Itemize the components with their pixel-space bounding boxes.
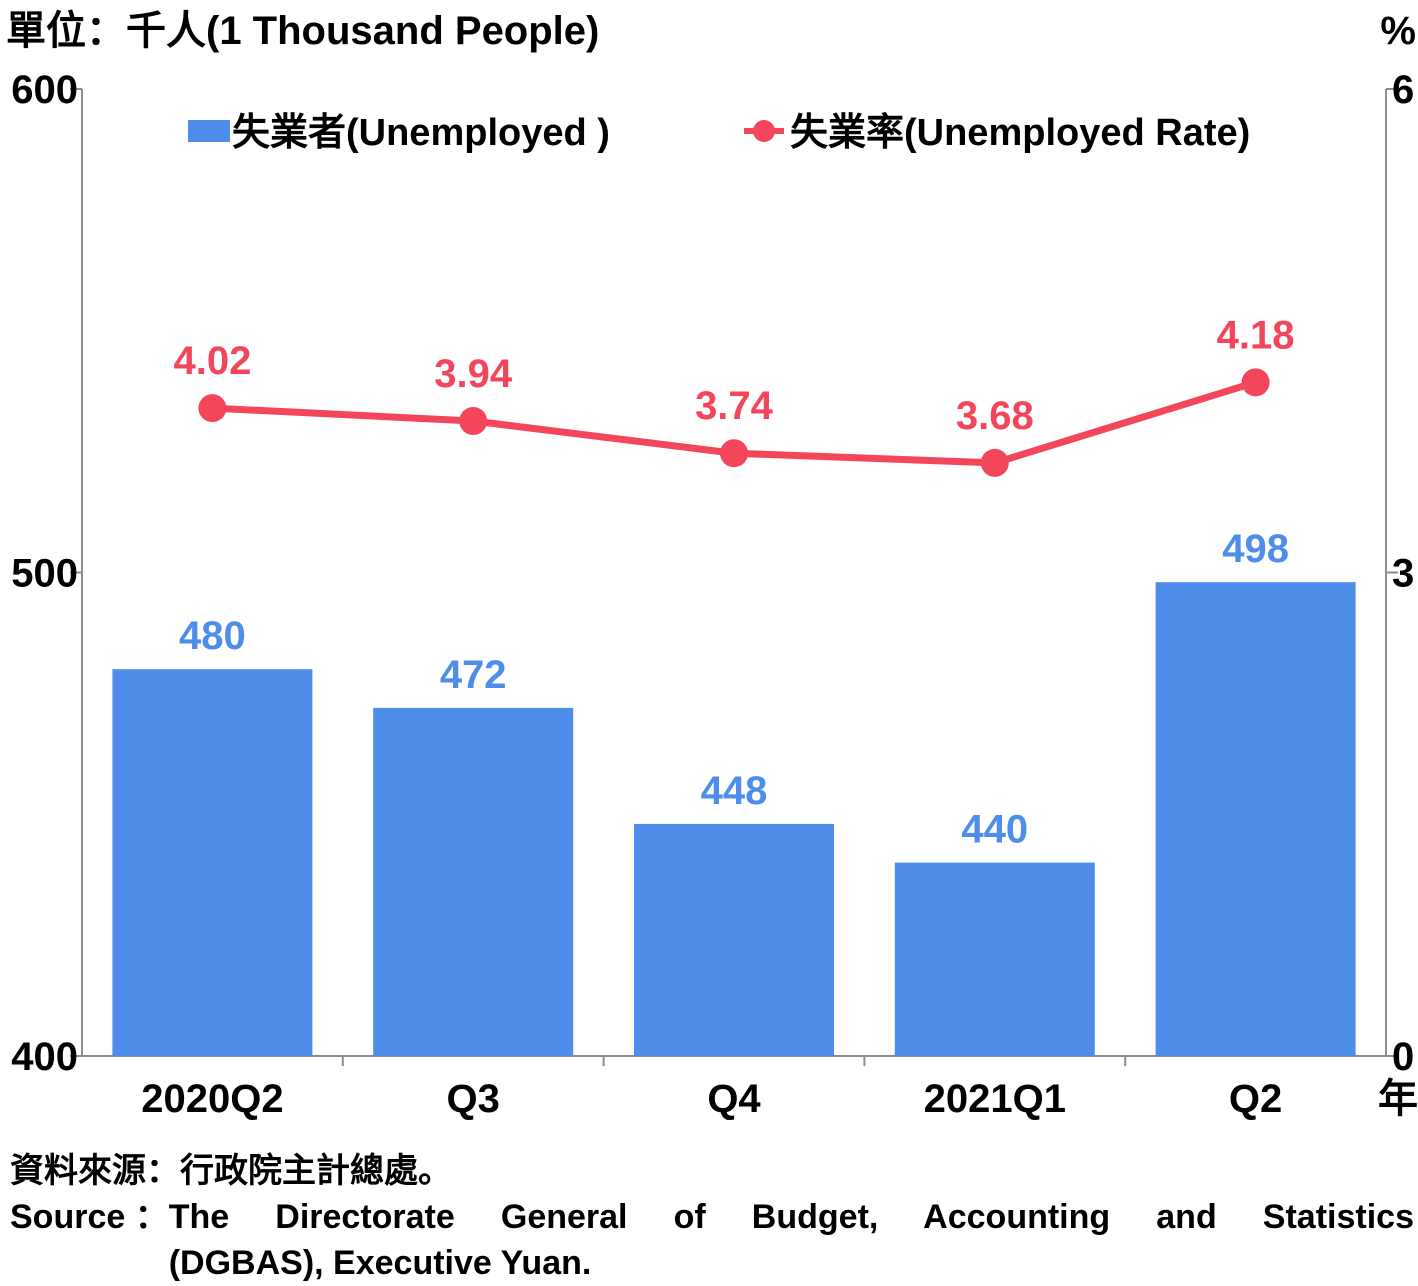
rate-point bbox=[198, 394, 227, 423]
right-unit-label: % bbox=[1380, 9, 1416, 53]
x-tick-label: 2020Q2 bbox=[141, 1077, 283, 1121]
source-en-line1: The Directorate General of Budget, Accou… bbox=[168, 1198, 1414, 1236]
source-en: Source ： The Directorate General of Budg… bbox=[10, 1194, 1414, 1286]
rate-point bbox=[980, 448, 1009, 477]
right-tick-label: 3 bbox=[1392, 552, 1414, 596]
rate-value-label: 4.18 bbox=[1217, 313, 1295, 357]
rate-value-label: 3.94 bbox=[434, 352, 513, 396]
source-note: 資料來源：行政院主計總處。 Source ： The Directorate G… bbox=[10, 1148, 1414, 1286]
legend-bar-swatch bbox=[188, 120, 230, 142]
bar bbox=[112, 669, 313, 1056]
bar bbox=[1155, 582, 1356, 1056]
source-en-line2: (DGBAS), Executive Yuan. bbox=[168, 1244, 592, 1282]
bar-value-label: 480 bbox=[179, 614, 246, 658]
bar bbox=[894, 862, 1095, 1056]
source-zh: 資料來源：行政院主計總處。 bbox=[10, 1152, 452, 1190]
right-tick-label: 0 bbox=[1392, 1035, 1414, 1079]
legend-bar-label: 失業者(Unemployed ) bbox=[232, 112, 610, 154]
bar-series bbox=[112, 582, 1356, 1056]
x-tick-label: Q4 bbox=[707, 1077, 761, 1121]
left-tick-label: 400 bbox=[11, 1035, 78, 1079]
rate-value-label: 3.74 bbox=[695, 384, 774, 428]
left-unit-label: 單位：千人(1 Thousand People) bbox=[6, 9, 599, 53]
bar-value-label: 498 bbox=[1222, 527, 1289, 571]
chart: 單位：千人(1 Thousand People) % 600 500 400 6 3 0 2… bbox=[6, 9, 1418, 1121]
rate-point bbox=[720, 439, 748, 468]
rate-point bbox=[1241, 368, 1270, 397]
bar bbox=[373, 707, 574, 1056]
rate-point bbox=[459, 407, 488, 436]
rate-value-label: 3.68 bbox=[956, 394, 1034, 438]
source-en-key: Source ： bbox=[10, 1198, 169, 1236]
rate-value-label: 4.02 bbox=[173, 339, 251, 383]
legend: 失業者(Unemployed ) 失業率(Unemployed Rate) bbox=[188, 112, 1250, 154]
line-series bbox=[198, 368, 1270, 477]
x-tick-label: Q2 bbox=[1229, 1077, 1282, 1121]
bar-value-label: 448 bbox=[701, 769, 768, 813]
legend-line-label: 失業率(Unemployed Rate) bbox=[790, 112, 1250, 154]
x-tick-label: Q3 bbox=[447, 1077, 500, 1121]
right-tick-label: 6 bbox=[1392, 68, 1414, 112]
bar-value-label: 440 bbox=[961, 808, 1028, 852]
bar bbox=[634, 823, 834, 1056]
x-axis-suffix: 年 bbox=[1378, 1077, 1418, 1121]
axes: 600 500 400 6 3 0 2020Q2 Q3 Q4 2021Q1 Q2 年 bbox=[11, 68, 1418, 1121]
x-tick-label: 2021Q1 bbox=[924, 1077, 1066, 1121]
bar-value-label: 472 bbox=[440, 653, 507, 697]
left-tick-label: 600 bbox=[11, 68, 78, 112]
left-tick-label: 500 bbox=[11, 552, 78, 596]
labels: 480 472 448 440 498 4.02 3.94 3.74 3.68 4.18 bbox=[173, 313, 1294, 851]
legend-line-marker bbox=[753, 120, 775, 142]
